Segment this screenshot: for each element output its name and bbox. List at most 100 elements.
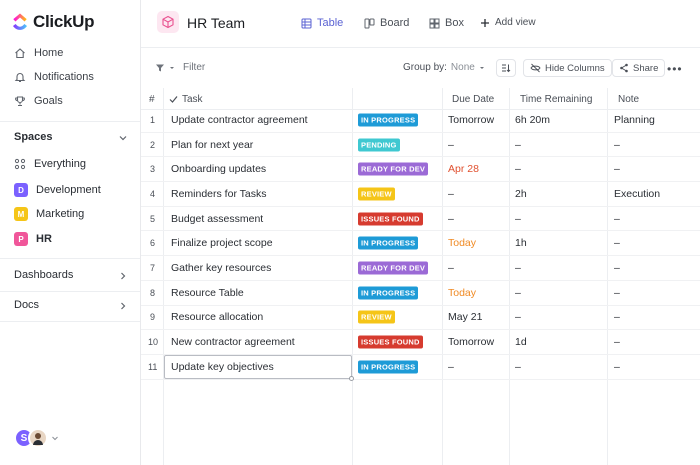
sort-button[interactable] (496, 59, 516, 77)
table-row[interactable]: 5 Budget assessment ISSUES FOUND – – – (141, 207, 700, 232)
status-cell[interactable]: IN PROGRESS (358, 286, 419, 300)
user-photo-icon (33, 433, 43, 445)
column-header-number[interactable]: # (149, 94, 155, 105)
group-by-select[interactable]: Group by: None (403, 62, 485, 73)
task-name[interactable]: Gather key resources (171, 262, 272, 275)
task-name[interactable]: Reminders for Tasks (171, 187, 267, 200)
task-name[interactable]: Onboarding updates (171, 163, 267, 176)
column-header-due-date[interactable]: Due Date (452, 94, 495, 105)
note[interactable]: – (614, 138, 620, 151)
tab-table[interactable]: Table (301, 17, 343, 29)
add-view-button[interactable]: Add view (480, 17, 536, 28)
task-name[interactable]: New contractor agreement (171, 336, 295, 349)
due-date[interactable]: Tomorrow (448, 336, 495, 349)
note[interactable]: – (614, 237, 620, 250)
column-header-time-remaining[interactable]: Time Remaining (520, 94, 593, 105)
time-remaining[interactable]: – (515, 286, 521, 299)
table-row[interactable]: 11 Update key objectives IN PROGRESS – – – (141, 355, 700, 381)
note[interactable]: – (614, 163, 620, 176)
table-row[interactable]: 7 Gather key resources READY FOR DEV – – – (141, 256, 700, 281)
note[interactable]: Planning (614, 113, 655, 126)
due-date[interactable]: Today (448, 237, 477, 250)
tab-box[interactable]: Box (429, 17, 464, 29)
time-remaining[interactable]: – (515, 360, 521, 373)
due-date[interactable]: Tomorrow (448, 113, 495, 126)
time-remaining[interactable]: 6h 20m (515, 113, 551, 126)
cell-resize-handle[interactable] (349, 376, 354, 381)
table-row[interactable]: 8 Resource Table IN PROGRESS Today – – (141, 281, 700, 306)
time-remaining[interactable]: – (515, 262, 521, 275)
note[interactable]: – (614, 212, 620, 225)
space-hr[interactable]: P HR (14, 232, 52, 246)
due-date[interactable]: Today (448, 286, 477, 299)
column-header-task-label: Task (182, 94, 203, 105)
more-options-icon[interactable]: ••• (667, 62, 683, 76)
table-row[interactable]: 10 New contractor agreement ISSUES FOUND To… (141, 330, 700, 355)
status-cell[interactable]: ISSUES FOUND (358, 212, 423, 226)
task-name[interactable]: Update key objectives (171, 360, 274, 373)
status-cell[interactable]: REVIEW (358, 310, 395, 324)
share-button[interactable]: Share (612, 59, 666, 77)
due-date[interactable]: – (448, 138, 454, 151)
task-name[interactable]: Resource allocation (171, 311, 264, 324)
table-row[interactable]: 3 Onboarding updates READY FOR DEV Apr 28 – – (141, 157, 700, 183)
table-row[interactable]: 4 Reminders for Tasks REVIEW – 2h Execution (141, 182, 700, 207)
note[interactable]: Execution (614, 187, 661, 200)
spaces-title[interactable]: Spaces (14, 131, 53, 143)
note[interactable]: – (614, 262, 620, 275)
status-cell[interactable]: READY FOR DEV (358, 162, 429, 176)
time-remaining[interactable]: – (515, 212, 521, 225)
table-row[interactable]: 2 Plan for next year PENDING – – – (141, 133, 700, 158)
nav-notifications[interactable]: Notifications (14, 69, 94, 85)
time-remaining[interactable]: 1h (515, 237, 527, 250)
space-marketing[interactable]: M Marketing (14, 207, 84, 221)
column-header-note[interactable]: Note (618, 94, 640, 105)
tab-board[interactable]: Board (364, 17, 409, 29)
home-icon (15, 48, 25, 59)
note[interactable]: – (614, 286, 620, 299)
status-cell[interactable]: IN PROGRESS (358, 360, 419, 374)
due-date[interactable]: – (448, 262, 454, 275)
status-cell[interactable]: IN PROGRESS (358, 113, 419, 127)
due-date[interactable]: May 21 (448, 311, 483, 324)
task-name[interactable]: Plan for next year (171, 138, 254, 151)
note[interactable]: – (614, 336, 620, 349)
chevron-down-icon[interactable] (118, 133, 128, 143)
clickup-logo[interactable]: ClickUp (12, 12, 95, 32)
status-cell[interactable]: REVIEW (358, 187, 395, 201)
time-remaining[interactable]: 1d (515, 336, 527, 349)
hide-columns-button[interactable]: Hide Columns (523, 59, 612, 77)
table-row[interactable]: 1 Update contractor agreement IN PROGRESS T… (141, 108, 700, 133)
table-row[interactable]: 9 Resource allocation REVIEW May 21 – – (141, 306, 700, 331)
nav-home[interactable]: Home (14, 45, 63, 61)
task-name[interactable]: Budget assessment (171, 212, 264, 225)
nav-goals[interactable]: Goals (14, 93, 63, 109)
due-date[interactable]: – (448, 212, 454, 225)
column-header-task[interactable]: Task (169, 94, 203, 105)
status-cell[interactable]: ISSUES FOUND (358, 335, 423, 349)
sidebar-docs[interactable]: Docs (14, 299, 40, 311)
status-cell[interactable]: IN PROGRESS (358, 236, 419, 250)
chevron-right-icon[interactable] (118, 301, 128, 311)
user-avatars[interactable]: S (14, 428, 59, 448)
time-remaining[interactable]: – (515, 138, 521, 151)
space-everything[interactable]: Everything (14, 158, 86, 170)
time-remaining[interactable]: 2h (515, 187, 527, 200)
task-name[interactable]: Finalize project scope (171, 237, 273, 250)
due-date[interactable]: – (448, 360, 454, 373)
note[interactable]: – (614, 311, 620, 324)
table-row[interactable]: 6 Finalize project scope IN PROGRESS Today 1… (141, 232, 700, 257)
status-cell[interactable]: READY FOR DEV (358, 261, 429, 275)
due-date[interactable]: Apr 28 (448, 163, 479, 176)
time-remaining[interactable]: – (515, 163, 521, 176)
space-development[interactable]: D Development (14, 183, 101, 197)
due-date[interactable]: – (448, 187, 454, 200)
task-name[interactable]: Update contractor agreement (171, 113, 308, 126)
sidebar-dashboards[interactable]: Dashboards (14, 269, 74, 281)
filter-button[interactable]: Filter (155, 62, 205, 73)
time-remaining[interactable]: – (515, 311, 521, 324)
status-cell[interactable]: PENDING (358, 138, 400, 152)
task-name[interactable]: Resource Table (171, 286, 244, 299)
note[interactable]: – (614, 360, 620, 373)
chevron-right-icon[interactable] (118, 271, 128, 281)
